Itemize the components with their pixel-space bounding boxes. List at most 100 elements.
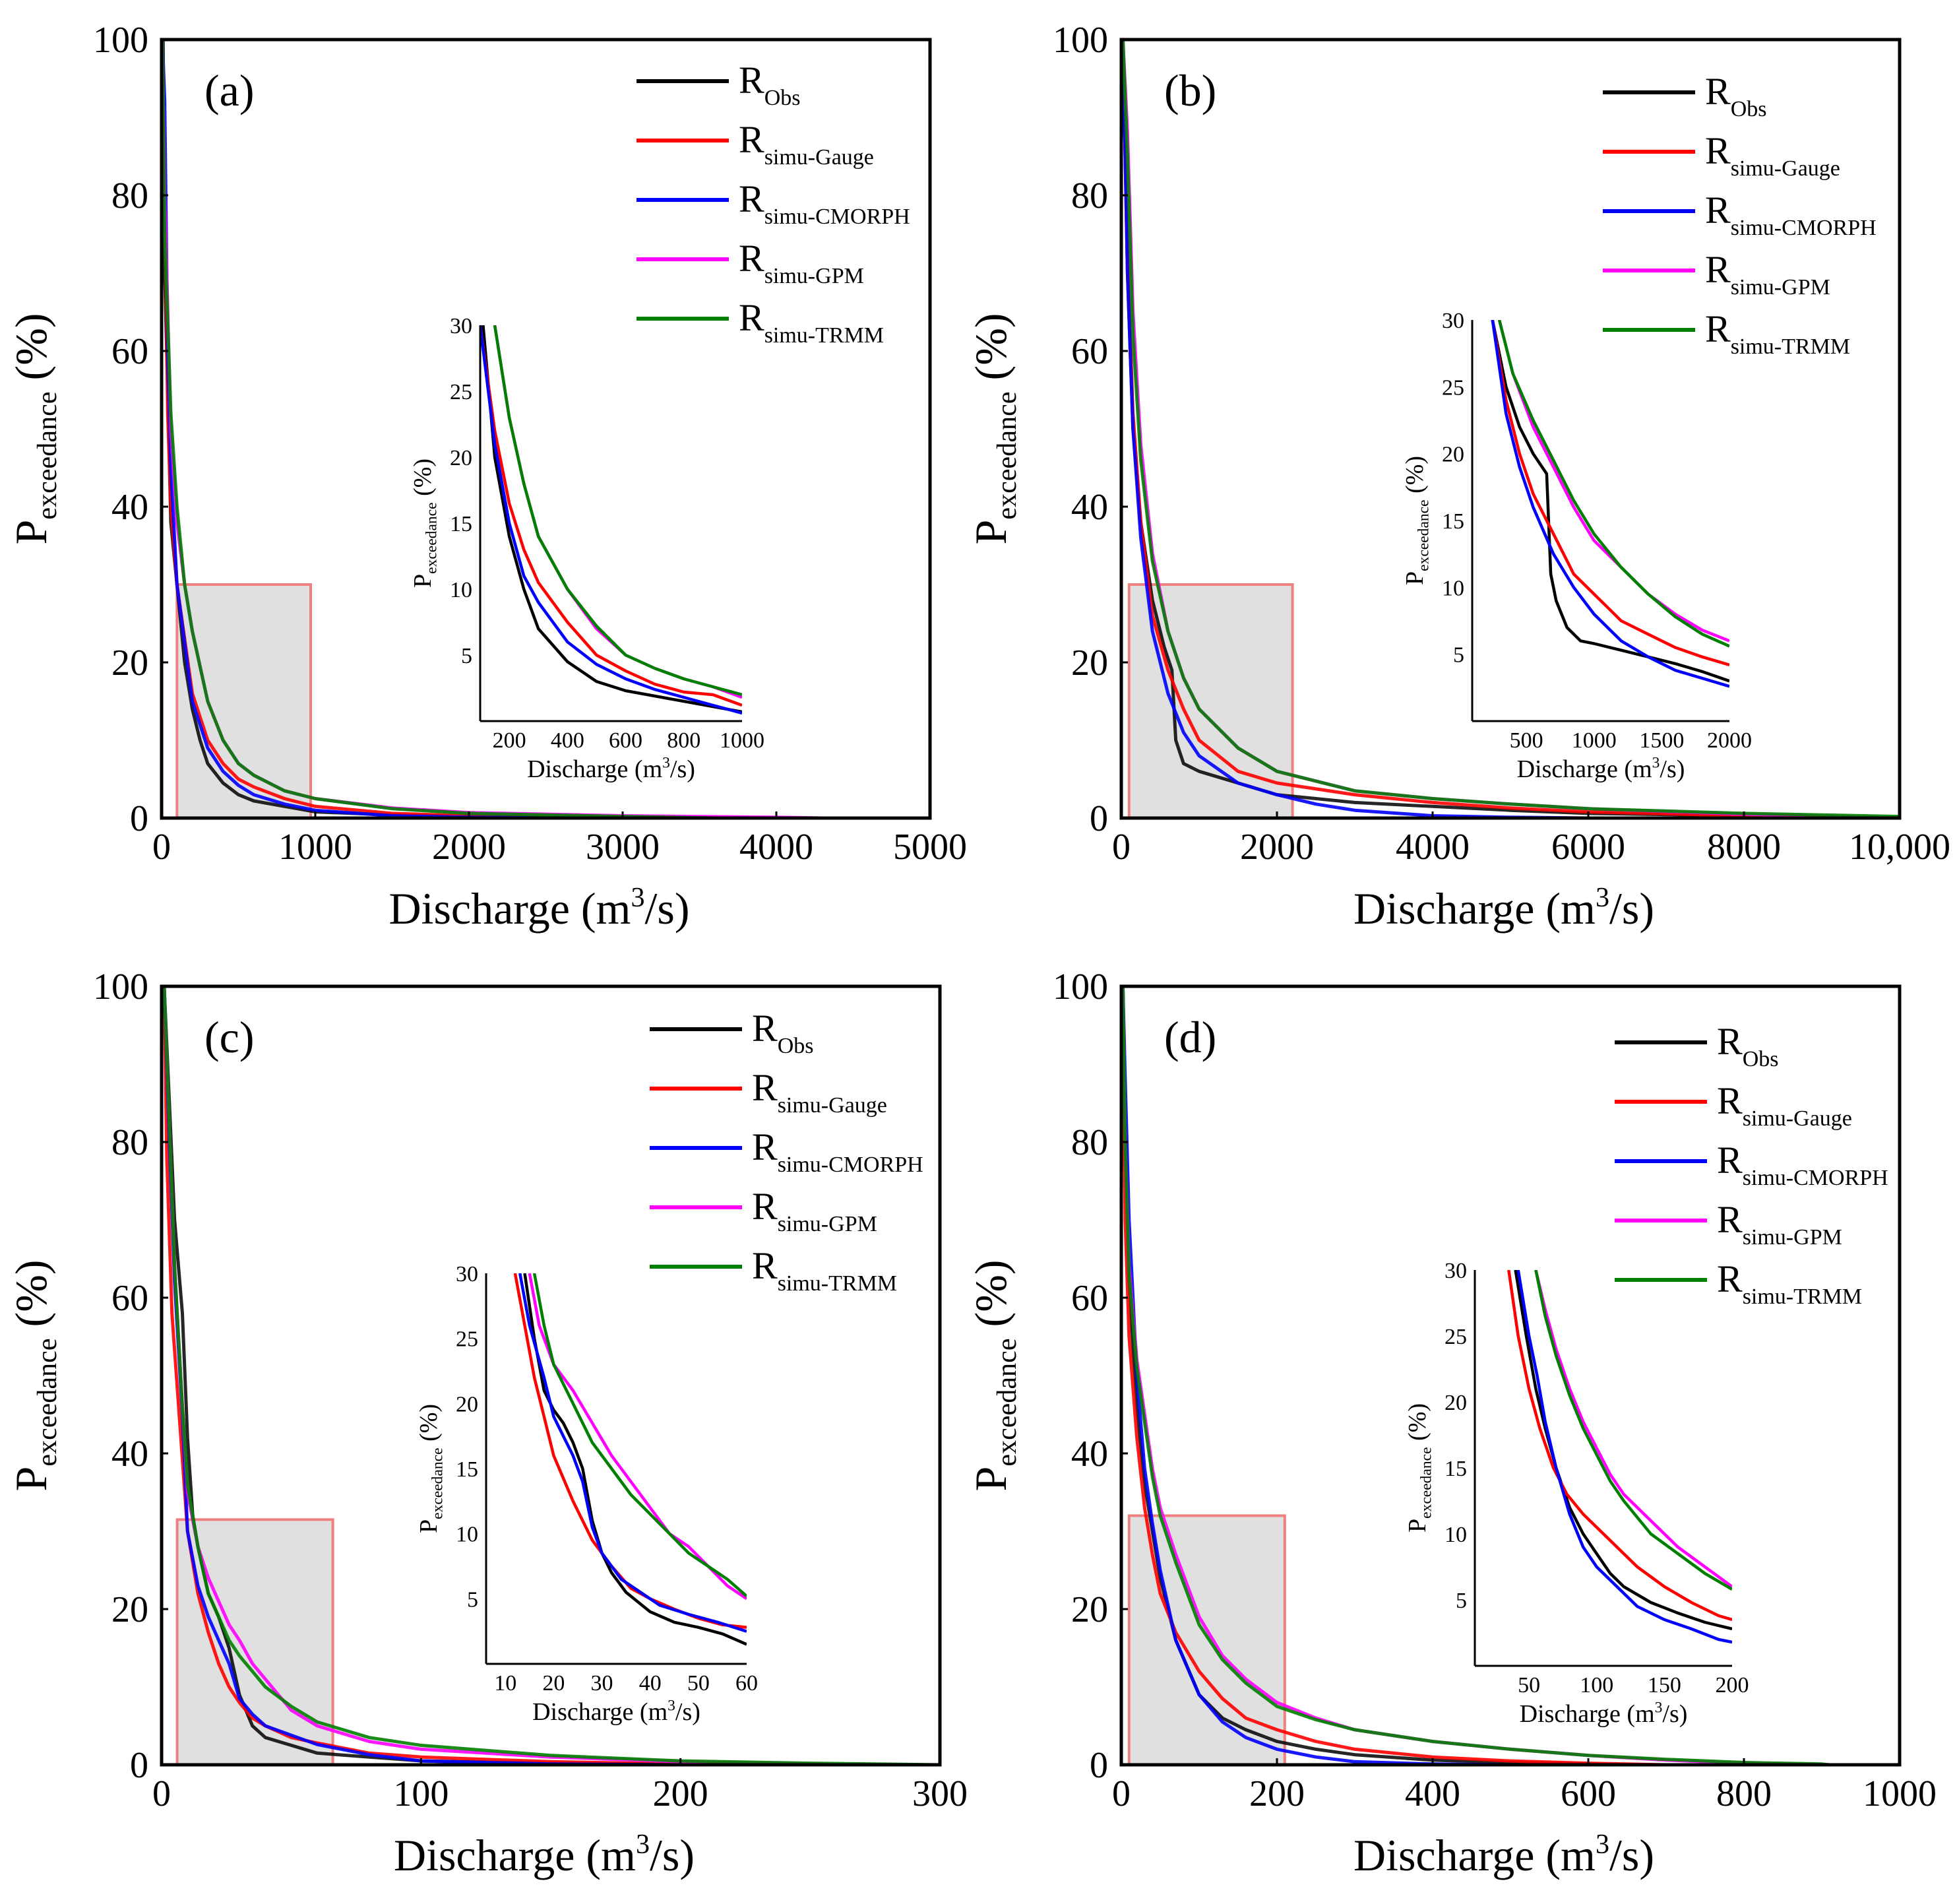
series-line-R_simu-CMORPH <box>1121 40 1589 818</box>
inset-y-tick-label: 30 <box>456 1262 478 1286</box>
x-tick-label: 4000 <box>739 827 813 868</box>
series-group <box>162 40 823 818</box>
panel-b: 0 2000 4000 6000 8000 10,000 0 20 40 60 80 100 Disch… <box>966 20 1950 934</box>
inset-x-tick-label: 50 <box>687 1671 710 1696</box>
x-tick-label: 10,000 <box>1849 827 1950 868</box>
x-tick-label: 3000 <box>586 827 660 868</box>
x-tick-label: 1000 <box>1863 1773 1937 1814</box>
x-tick-label: 1000 <box>278 827 352 868</box>
x-tick-label: 2000 <box>432 827 506 868</box>
inset-y-tick-label: 25 <box>450 380 472 404</box>
panel-label: (d) <box>1164 1012 1216 1062</box>
inset-y-axis-label: Pexceedance (%) <box>415 1404 446 1533</box>
inset-x-tick-label: 60 <box>735 1671 758 1696</box>
plot-frame <box>1119 38 1902 820</box>
x-tick-label: 0 <box>1112 827 1131 868</box>
y-tick-label: 0 <box>130 798 148 839</box>
inset-y-axis-label: Pexceedance (%) <box>1404 1403 1435 1533</box>
y-axis-label: Pexceedance (%) <box>6 1260 63 1492</box>
series-line-R_simu-Gauge <box>162 986 811 1765</box>
inset-y-tick-label: 25 <box>1444 1325 1467 1349</box>
legend-label-R_simu-GPM: Rsimu-GPM <box>1705 248 1830 300</box>
inset-series-line-R_simu-CMORPH <box>518 1273 747 1633</box>
inset-series-line-R_simu-Gauge <box>1491 320 1729 667</box>
legend-label-R_simu-Gauge: Rsimu-Gauge <box>752 1066 887 1118</box>
y-tick-label: 0 <box>1090 1745 1108 1786</box>
inset-x-tick-label: 400 <box>551 728 584 753</box>
legend-label-R_simu-CMORPH: Rsimu-CMORPH <box>1717 1139 1888 1190</box>
panel-c: 0 100 200 300 0 20 40 60 80 100 Discharge (m3/s) Pe… <box>6 967 968 1880</box>
y-tick-label: 100 <box>1053 20 1108 61</box>
x-tick-label: 200 <box>653 1773 708 1814</box>
y-tick-label: 60 <box>1071 331 1108 372</box>
inset-y-tick-label: 20 <box>456 1392 478 1416</box>
series-line-R_simu-TRMM <box>1121 40 1900 818</box>
inset-y-tick-label: 25 <box>1442 375 1464 400</box>
inset-x-tick-label: 100 <box>1580 1673 1613 1698</box>
inset-x-tick-label: 1000 <box>1572 728 1617 753</box>
plot-frame <box>160 38 932 820</box>
y-tick-label: 80 <box>1071 1122 1108 1163</box>
series-group <box>1121 986 1830 1765</box>
inset-y-tick-label: 10 <box>1444 1523 1467 1547</box>
y-tick-label: 100 <box>93 967 148 1007</box>
x-tick-label: 300 <box>912 1773 968 1814</box>
legend-label-R_simu-Gauge: Rsimu-Gauge <box>1705 129 1840 181</box>
y-tick-label: 100 <box>1053 967 1108 1007</box>
inset-series-line-R_simu-TRMM <box>532 1273 747 1598</box>
legend-label-R_simu-CMORPH: Rsimu-CMORPH <box>1705 189 1877 240</box>
inset-y-tick-label: 30 <box>450 314 472 338</box>
y-tick-label: 40 <box>111 487 148 528</box>
legend: RObs Rsimu-Gauge Rsimu-CMORPH Rsimu-GPM Rsim… <box>637 59 910 348</box>
y-tick-label: 80 <box>111 175 148 216</box>
y-tick-label: 80 <box>111 1122 148 1163</box>
x-tick-label: 5000 <box>893 827 967 868</box>
inset-x-axis-label: Discharge (m3/s) <box>1520 1699 1688 1728</box>
inset-y-tick-label: 5 <box>467 1587 478 1612</box>
legend-label-R_simu-TRMM: Rsimu-TRMM <box>1705 307 1850 359</box>
inset-chart: 50 100 150 200 5 10 15 20 25 30 Discharge (m3/s) Pe… <box>1404 1259 1749 1728</box>
y-axis-label: Pexceedance (%) <box>966 1260 1022 1492</box>
inset-series-line-R_simu-CMORPH <box>1491 320 1729 688</box>
plot-frame <box>160 984 942 1767</box>
inset-y-tick-label: 5 <box>461 644 472 668</box>
inset-x-tick-label: 200 <box>493 728 526 753</box>
inset-series-line-R_simu-TRMM <box>1534 1270 1732 1591</box>
y-tick-label: 20 <box>111 1589 148 1630</box>
x-axis-label: Discharge (m3/s) <box>1353 882 1654 934</box>
legend-label-R_simu-GPM: Rsimu-GPM <box>1717 1198 1842 1250</box>
y-tick-label: 40 <box>1071 1434 1108 1475</box>
inset-x-tick-label: 500 <box>1510 728 1543 753</box>
y-tick-label: 60 <box>1071 1278 1108 1319</box>
y-tick-label: 20 <box>111 643 148 683</box>
inset-series-group <box>480 325 742 715</box>
legend-label-R_Obs: RObs <box>1717 1020 1778 1071</box>
inset-x-tick-label: 600 <box>609 728 642 753</box>
legend-label-R_Obs: RObs <box>1705 70 1766 121</box>
panel-a: 0 1000 2000 3000 4000 5000 0 20 40 60 80 100 Dischar… <box>6 20 967 934</box>
inset-x-tick-label: 20 <box>542 1671 565 1696</box>
series-line-R_simu-TRMM <box>162 40 715 818</box>
inset-y-tick-label: 20 <box>1444 1391 1467 1415</box>
y-tick-label: 80 <box>1071 175 1108 216</box>
x-tick-label: 600 <box>1561 1773 1616 1814</box>
plot-frame <box>1119 984 1902 1767</box>
y-tick-label: 20 <box>1071 643 1108 683</box>
series-line-R_simu-Gauge <box>1121 986 1667 1765</box>
legend-label-R_simu-TRMM: Rsimu-TRMM <box>739 296 884 348</box>
series-group <box>162 986 940 1765</box>
inset-series-group <box>513 1273 747 1646</box>
legend: RObs Rsimu-Gauge Rsimu-CMORPH Rsimu-GPM Rsim… <box>1615 1020 1888 1309</box>
inset-y-axis-label: Pexceedance (%) <box>1401 456 1432 585</box>
legend-label-R_simu-GPM: Rsimu-GPM <box>752 1185 877 1236</box>
inset-series-line-R_simu-TRMM <box>1497 320 1729 648</box>
zoom-region <box>175 583 313 819</box>
series-line-R_simu-TRMM <box>1121 986 1830 1765</box>
legend-label-R_simu-CMORPH: Rsimu-CMORPH <box>752 1126 923 1177</box>
inset-x-tick-label: 150 <box>1648 1673 1681 1698</box>
x-tick-label: 0 <box>152 1773 171 1814</box>
inset-y-tick-label: 5 <box>1453 643 1464 668</box>
inset-y-tick-label: 25 <box>456 1327 478 1352</box>
